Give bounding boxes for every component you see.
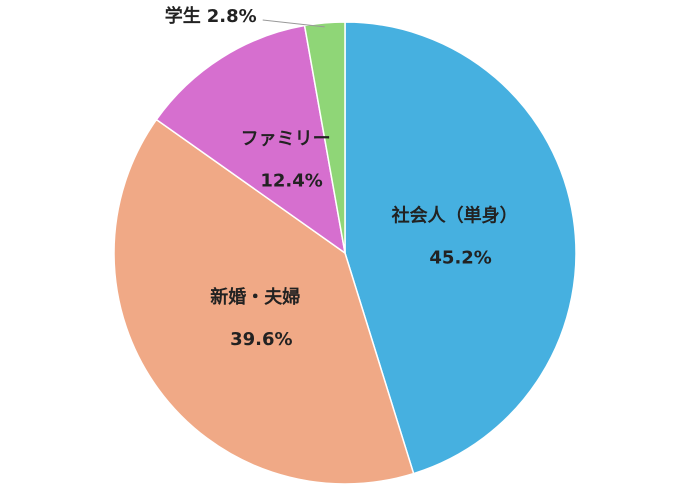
category-label: 学生 — [165, 5, 201, 27]
pie-slice — [303, 21, 346, 254]
category-label: 新婚・夫婦 — [210, 286, 300, 308]
pie-slice — [113, 118, 415, 485]
value-label: 2.8% — [207, 6, 257, 27]
value-label: 45.2% — [429, 247, 491, 268]
leader-line — [262, 19, 325, 28]
pie-slice — [344, 21, 577, 475]
slice-label: 学生 2.8% — [165, 5, 257, 27]
category-label: 社会人（単身） — [392, 204, 518, 226]
pie-slice — [155, 24, 347, 255]
category-label: ファミリー — [241, 128, 331, 149]
value-label: 12.4% — [260, 170, 322, 191]
value-label: 39.6% — [230, 329, 292, 350]
